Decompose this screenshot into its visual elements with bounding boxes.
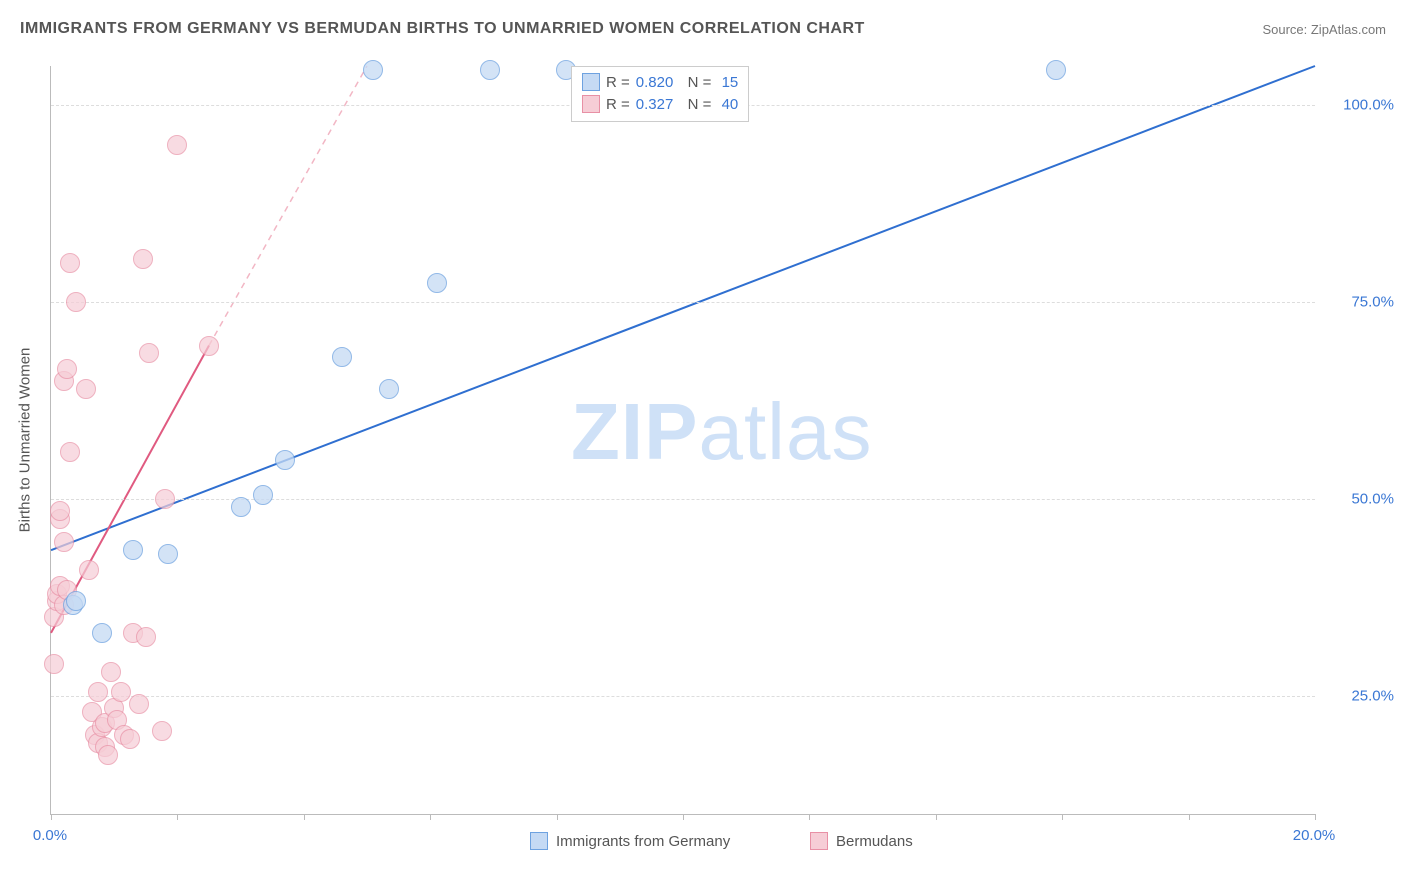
x-tick [430,814,431,820]
legend-swatch [582,95,600,113]
x-tick [51,814,52,820]
gridline [51,696,1315,697]
x-tick [1189,814,1190,820]
legend-swatch [530,832,548,850]
data-point [101,662,121,682]
data-point [44,654,64,674]
data-point [92,623,112,643]
legend-stats: R = 0.820 N = 15R = 0.327 N = 40 [571,66,749,122]
data-point [79,560,99,580]
y-tick-label: 50.0% [1351,491,1394,508]
data-point [57,359,77,379]
y-tick-label: 100.0% [1343,97,1394,114]
data-point [363,60,383,80]
data-point [480,60,500,80]
y-tick-label: 75.0% [1351,294,1394,311]
data-point [88,682,108,702]
legend-label: Bermudans [836,833,913,850]
y-tick-label: 25.0% [1351,687,1394,704]
data-point [54,532,74,552]
source-label: Source: ZipAtlas.com [1262,22,1386,37]
data-point [158,544,178,564]
x-tick [936,814,937,820]
data-point [139,343,159,363]
data-point [1046,60,1066,80]
legend-swatch [810,832,828,850]
x-tick-label: 20.0% [1293,827,1336,844]
data-point [60,253,80,273]
data-point [167,135,187,155]
legend-row: R = 0.820 N = 15 [582,71,738,93]
legend-row: R = 0.327 N = 40 [582,93,738,115]
x-tick [683,814,684,820]
x-tick [177,814,178,820]
data-point [379,379,399,399]
data-point [123,540,143,560]
data-point [231,497,251,517]
data-point [332,347,352,367]
x-tick-label: 0.0% [33,827,67,844]
plot-area: ZIPatlas R = 0.820 N = 15R = 0.327 N = 4… [50,66,1315,815]
x-tick [1062,814,1063,820]
data-point [120,729,140,749]
x-tick [1315,814,1316,820]
data-point [60,442,80,462]
data-point [199,336,219,356]
x-tick [809,814,810,820]
x-tick [304,814,305,820]
data-point [275,450,295,470]
legend-swatch [582,73,600,91]
data-point [76,379,96,399]
data-point [155,489,175,509]
data-point [133,249,153,269]
legend-item: Bermudans [810,832,913,850]
y-axis-label: Births to Unmarried Women [17,348,34,533]
gridline [51,302,1315,303]
data-point [50,501,70,521]
chart-title: IMMIGRANTS FROM GERMANY VS BERMUDAN BIRT… [20,20,865,38]
legend-item: Immigrants from Germany [530,832,730,850]
data-point [66,591,86,611]
trend-lines [51,66,1315,814]
data-point [129,694,149,714]
data-point [98,745,118,765]
legend-label: Immigrants from Germany [556,833,730,850]
data-point [152,721,172,741]
x-tick [557,814,558,820]
data-point [111,682,131,702]
data-point [66,292,86,312]
data-point [136,627,156,647]
data-point [427,273,447,293]
data-point [253,485,273,505]
